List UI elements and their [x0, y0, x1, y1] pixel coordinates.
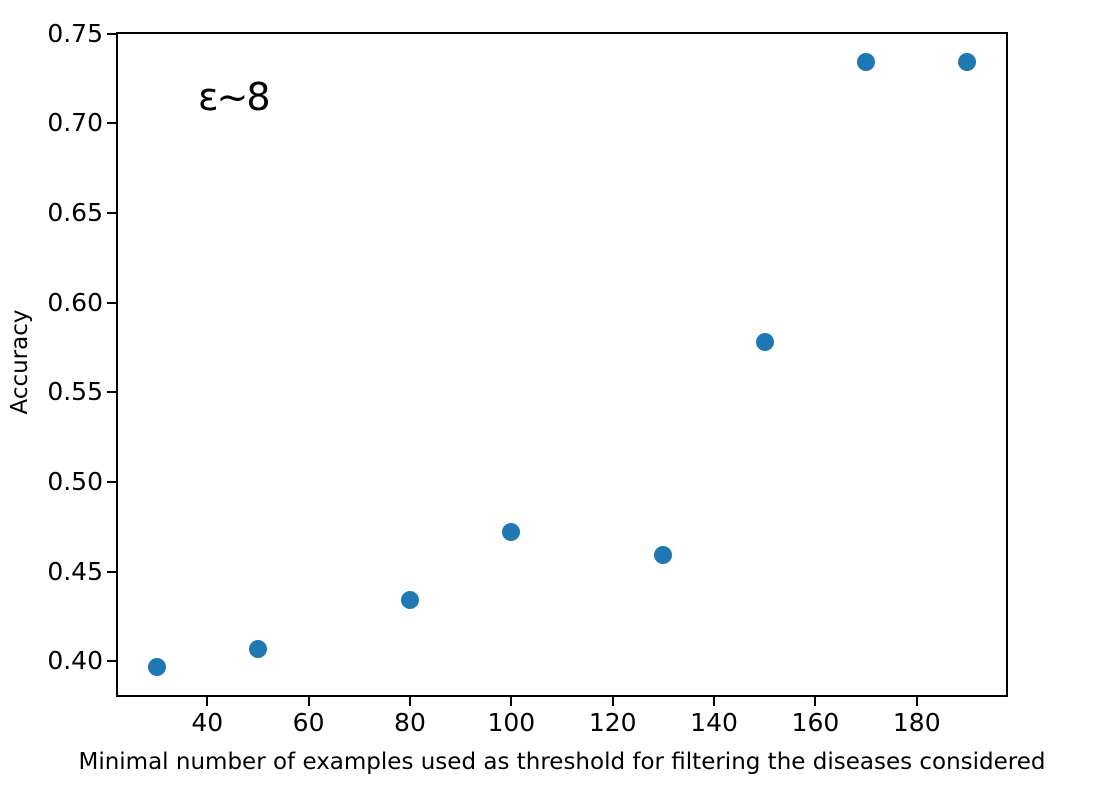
y-tick-mark: [107, 480, 116, 483]
x-tick-label: 140: [690, 708, 738, 737]
x-tick-mark: [206, 697, 209, 706]
scatter-point: [502, 523, 521, 542]
y-tick-label: 0.70: [47, 108, 103, 138]
y-tick-label: 0.50: [47, 466, 103, 496]
scatter-point: [958, 53, 977, 72]
scatter-point: [248, 639, 267, 658]
y-tick-mark: [107, 391, 116, 394]
y-tick-label: 0.45: [47, 556, 103, 586]
x-tick-mark: [510, 697, 513, 706]
y-tick-label: 0.60: [47, 287, 103, 317]
y-tick-mark: [107, 570, 116, 573]
x-tick-mark: [408, 697, 411, 706]
y-tick-mark: [107, 122, 116, 125]
x-tick-label: 120: [588, 708, 637, 737]
y-tick-label: 0.65: [47, 198, 103, 228]
y-tick-mark: [107, 660, 116, 663]
x-tick-mark: [915, 697, 918, 706]
epsilon-annotation: ε~8: [198, 75, 271, 119]
y-tick-label: 0.55: [47, 377, 103, 407]
y-tick-label: 0.75: [47, 18, 103, 48]
scatter-point: [400, 591, 419, 610]
y-tick-mark: [107, 212, 116, 215]
y-tick-mark: [107, 301, 116, 304]
y-axis-label: Accuracy: [7, 309, 33, 415]
x-tick-mark: [713, 697, 716, 706]
y-tick-label: 0.40: [47, 646, 103, 676]
plot-area: [116, 32, 1008, 697]
x-tick-label: 100: [487, 708, 536, 737]
x-tick-label: 40: [191, 708, 224, 737]
scatter-point: [755, 333, 774, 352]
x-tick-mark: [307, 697, 310, 706]
scatter-point: [857, 53, 876, 72]
y-tick-mark: [107, 32, 116, 35]
x-tick-label: 80: [394, 708, 426, 737]
x-tick-mark: [814, 697, 817, 706]
x-tick-label: 60: [292, 708, 325, 737]
x-tick-label: 180: [892, 708, 941, 737]
x-tick-mark: [611, 697, 614, 706]
x-tick-label: 160: [791, 708, 840, 737]
scatter-point: [654, 546, 673, 565]
x-axis-label: Minimal number of examples used as thres…: [78, 749, 1046, 775]
scatter-point: [147, 657, 166, 676]
